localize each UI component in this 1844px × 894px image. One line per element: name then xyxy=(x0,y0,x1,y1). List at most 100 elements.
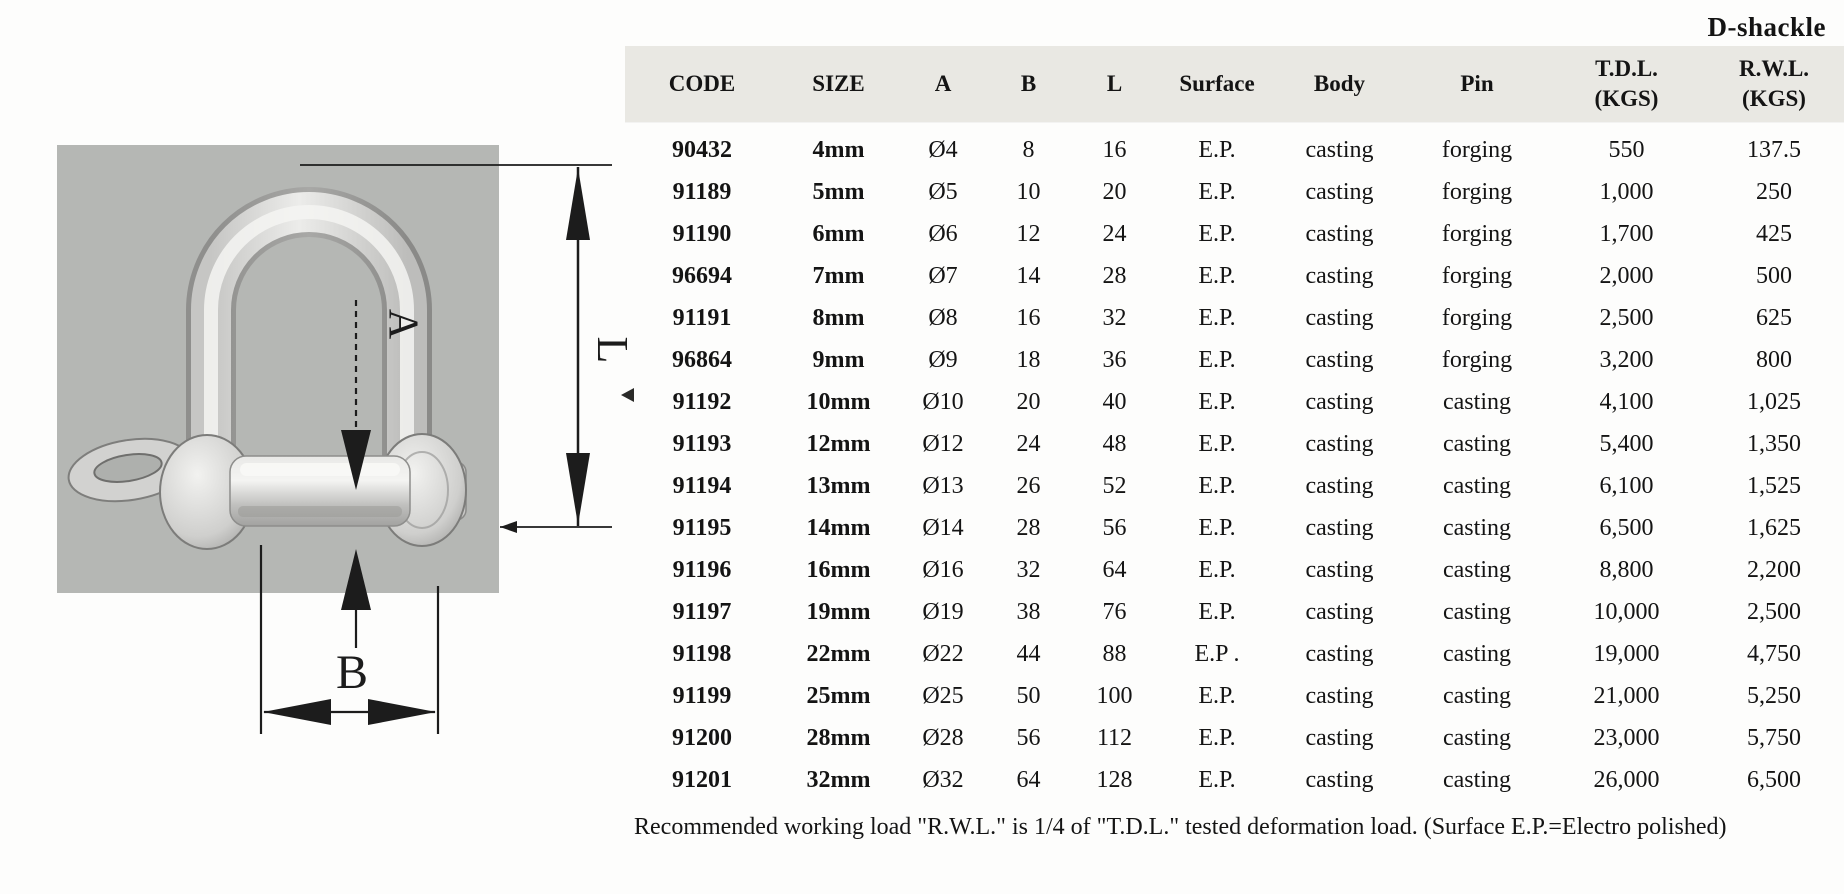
table-cell: casting xyxy=(1305,346,1374,373)
table-cell: 19,000 xyxy=(1593,640,1660,667)
table-footnote: Recommended working load "R.W.L." is 1/4… xyxy=(634,814,1727,840)
column-header-a: A xyxy=(934,71,952,96)
table-cell: 32 xyxy=(1016,556,1041,583)
table-cell: Ø13 xyxy=(922,472,964,499)
table-cell: 28mm xyxy=(806,724,871,751)
dimension-b: B xyxy=(259,545,440,734)
table-cell: E.P. xyxy=(1198,178,1236,205)
column-header-surface: Surface xyxy=(1179,71,1255,96)
table-cell: 100 xyxy=(1096,682,1133,709)
table-cell: Ø19 xyxy=(922,598,964,625)
table-row: 91193 12mm Ø12 24 48 E.P. casting casting 5,400 1… xyxy=(625,423,1844,465)
table-cell: Ø25 xyxy=(922,682,964,709)
table-cell: 52 xyxy=(1102,472,1127,499)
table-cell: E.P. xyxy=(1198,556,1236,583)
table-cell: 44 xyxy=(1016,640,1041,667)
table-cell: 8mm xyxy=(812,304,865,331)
table-cell: 1,000 xyxy=(1599,178,1654,205)
column-header-size: SIZE xyxy=(812,71,865,96)
table-cell: E.P. xyxy=(1198,136,1236,163)
table-cell: 13mm xyxy=(806,472,871,499)
table-cell: Ø28 xyxy=(922,724,964,751)
table-cell: 6,500 xyxy=(1747,766,1801,793)
table-cell: 12 xyxy=(1016,220,1041,247)
table-cell: casting xyxy=(1305,430,1374,457)
table-cell: Ø16 xyxy=(922,556,964,583)
table-cell: 5mm xyxy=(812,178,865,205)
table-cell: E.P. xyxy=(1198,598,1236,625)
table-cell: 96694 xyxy=(672,262,732,289)
table-row: 91189 5mm Ø5 10 20 E.P. casting forging 1,000 250 xyxy=(625,171,1844,213)
table-cell: E.P. xyxy=(1198,220,1236,247)
table-cell: 88 xyxy=(1102,640,1127,667)
table-cell: casting xyxy=(1305,136,1374,163)
table-cell: 91196 xyxy=(672,556,732,583)
table-cell: E.P. xyxy=(1198,346,1236,373)
table-cell: 10mm xyxy=(806,388,871,415)
dimension-label-a: A xyxy=(379,309,425,340)
dimension-label-b: B xyxy=(336,646,368,699)
scan-artifact-arrow xyxy=(621,388,634,402)
table-cell: 28 xyxy=(1016,514,1041,541)
table-cell: 24 xyxy=(1102,220,1127,247)
table-cell: casting xyxy=(1443,388,1511,415)
table-cell: 56 xyxy=(1016,724,1041,751)
table-cell: 16mm xyxy=(806,556,871,583)
table-cell: Ø9 xyxy=(928,346,958,373)
table-cell: 625 xyxy=(1756,304,1792,331)
column-header-pin: Pin xyxy=(1460,71,1494,96)
table-cell: 40 xyxy=(1102,388,1127,415)
table-cell: 26,000 xyxy=(1593,766,1660,793)
table-cell: forging xyxy=(1441,220,1513,247)
table-cell: casting xyxy=(1305,724,1374,751)
table-cell: casting xyxy=(1305,388,1374,415)
shackle-bow xyxy=(186,187,432,458)
table-cell: 64 xyxy=(1102,556,1127,583)
table-cell: E.P. xyxy=(1198,682,1236,709)
table-cell: 90432 xyxy=(672,136,732,163)
table-cell: 48 xyxy=(1102,430,1127,457)
table-cell: 91198 xyxy=(672,640,732,667)
table-header-band xyxy=(625,46,1844,122)
table-cell: E.P. xyxy=(1198,388,1236,415)
table-cell: forging xyxy=(1441,346,1513,373)
table-cell: 5,250 xyxy=(1747,682,1801,709)
column-header-l: L xyxy=(1106,71,1123,96)
table-cell: 2,000 xyxy=(1599,262,1654,289)
table-cell: 91199 xyxy=(672,682,732,709)
table-row: 96694 7mm Ø7 14 28 E.P. casting forging 2,000 500 xyxy=(625,255,1844,297)
table-cell: 137.5 xyxy=(1747,136,1801,163)
table-cell: 6mm xyxy=(812,220,865,247)
table-cell: 56 xyxy=(1102,514,1127,541)
table-cell: Ø22 xyxy=(922,640,964,667)
table-row: 91196 16mm Ø16 32 64 E.P. casting casting 8,800 2… xyxy=(625,549,1844,591)
table-row: 91191 8mm Ø8 16 32 E.P. casting forging 2,500 625 xyxy=(625,297,1844,339)
table-cell: casting xyxy=(1443,682,1511,709)
table-cell: casting xyxy=(1305,514,1374,541)
table-cell: casting xyxy=(1443,430,1511,457)
table-cell: 10 xyxy=(1016,178,1041,205)
table-cell: Ø14 xyxy=(922,514,964,541)
table-cell: 50 xyxy=(1016,682,1041,709)
table-cell: 16 xyxy=(1016,304,1041,331)
table-cell: 112 xyxy=(1096,724,1133,751)
table-row: 90432 4mm Ø4 8 16 E.P. casting forging 550 137.5 xyxy=(625,129,1844,171)
table-cell: 4,750 xyxy=(1747,640,1801,667)
table-cell: 550 xyxy=(1608,136,1645,163)
table-cell: 12mm xyxy=(806,430,871,457)
table-row: 91197 19mm Ø19 38 76 E.P. casting casting 10,000… xyxy=(625,591,1844,633)
table-cell: 800 xyxy=(1756,346,1792,373)
table-cell: forging xyxy=(1441,136,1513,163)
table-cell: 6,500 xyxy=(1599,514,1654,541)
table-cell: 1,700 xyxy=(1599,220,1654,247)
table-cell: 26 xyxy=(1016,472,1041,499)
table-cell: 76 xyxy=(1102,598,1127,625)
table-cell: 7mm xyxy=(812,262,865,289)
table-cell: 22mm xyxy=(806,640,871,667)
table-cell: 91200 xyxy=(672,724,732,751)
shackle-pin xyxy=(229,455,411,527)
page-title: D-shackle xyxy=(1707,12,1826,42)
table-cell: 20 xyxy=(1016,388,1041,415)
table-cell: casting xyxy=(1443,598,1511,625)
